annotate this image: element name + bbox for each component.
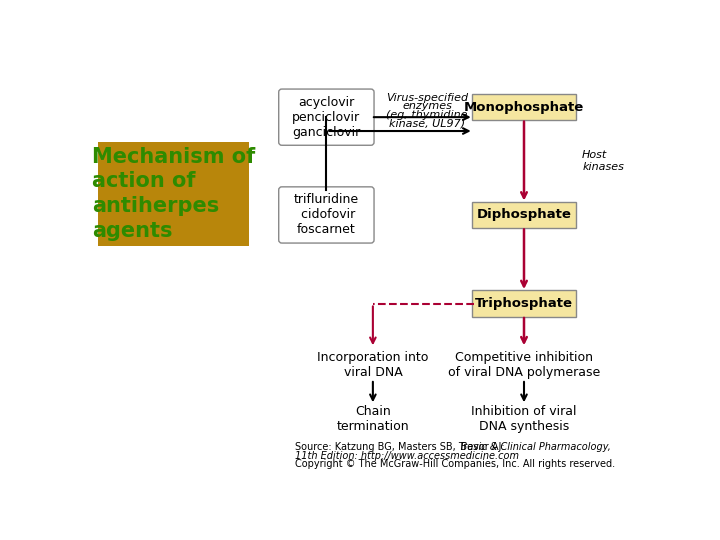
FancyBboxPatch shape: [279, 89, 374, 145]
Text: Inhibition of viral
DNA synthesis: Inhibition of viral DNA synthesis: [472, 405, 577, 433]
Text: 11th Edition: http://www.accessmedicine.com: 11th Edition: http://www.accessmedicine.…: [295, 451, 519, 461]
Text: Basic & Clinical Pharmacology,: Basic & Clinical Pharmacology,: [295, 442, 611, 453]
FancyBboxPatch shape: [472, 202, 576, 228]
Text: Chain
termination: Chain termination: [336, 405, 409, 433]
FancyBboxPatch shape: [279, 187, 374, 243]
FancyBboxPatch shape: [98, 142, 249, 246]
Text: Diphosphate: Diphosphate: [477, 208, 572, 221]
Text: Incorporation into
viral DNA: Incorporation into viral DNA: [318, 351, 428, 379]
Text: trifluridine
 cidofovir
foscarnet: trifluridine cidofovir foscarnet: [294, 193, 359, 237]
Text: Virus-specified: Virus-specified: [386, 93, 468, 103]
Text: enzymes: enzymes: [402, 102, 452, 111]
Text: Triphosphate: Triphosphate: [475, 297, 573, 310]
Text: acyclovir
penciclovir
ganciclovir: acyclovir penciclovir ganciclovir: [292, 96, 361, 139]
Text: Copyright © The McGraw-Hill Companies, Inc. All rights reserved.: Copyright © The McGraw-Hill Companies, I…: [295, 460, 616, 469]
Text: Mechanism of
action of
antiherpes
agents: Mechanism of action of antiherpes agents: [91, 146, 255, 241]
Text: (eg, thymidine: (eg, thymidine: [387, 110, 468, 120]
Text: Competitive inhibition
of viral DNA polymerase: Competitive inhibition of viral DNA poly…: [448, 351, 600, 379]
Text: Monophosphate: Monophosphate: [464, 100, 584, 113]
FancyBboxPatch shape: [472, 94, 576, 120]
Text: kinase, UL97): kinase, UL97): [389, 118, 465, 129]
FancyBboxPatch shape: [472, 291, 576, 316]
Text: Host
kinases: Host kinases: [582, 150, 624, 172]
Text: Source: Katzung BG, Masters SB, Trevor AJ:: Source: Katzung BG, Masters SB, Trevor A…: [295, 442, 508, 453]
